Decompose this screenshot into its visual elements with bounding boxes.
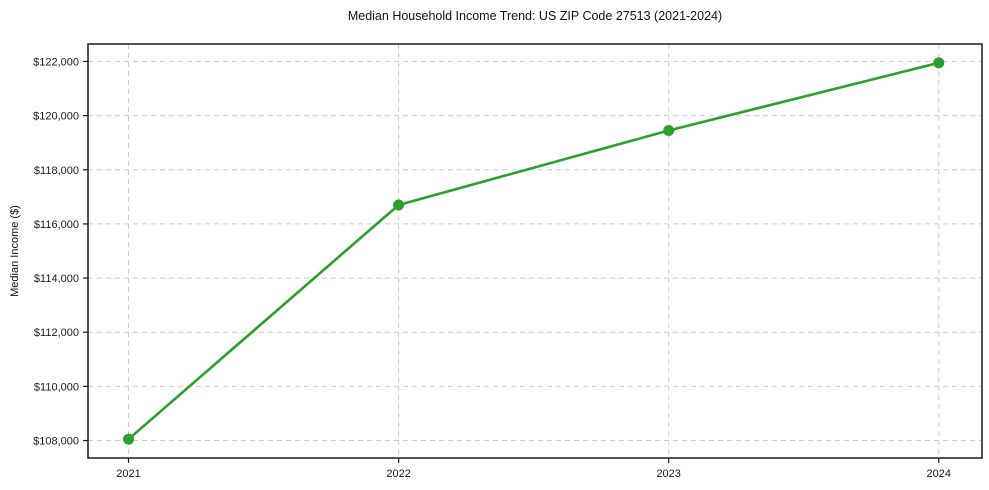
x-tick-label: 2021: [116, 468, 140, 480]
x-tick-label: 2024: [927, 468, 951, 480]
data-point-2022: [393, 199, 405, 211]
y-tick-label: $110,000: [34, 381, 79, 393]
data-point-2024: [933, 57, 945, 69]
y-tick-label: $108,000: [33, 436, 79, 448]
y-tick-label: $112,000: [34, 327, 79, 339]
chart-title: Median Household Income Trend: US ZIP Co…: [347, 9, 723, 23]
trend-line: [127, 61, 941, 441]
y-tick-label: $114,000: [34, 273, 79, 285]
y-tick-label: $118,000: [34, 165, 79, 177]
x-tick-label: 2023: [656, 468, 680, 480]
plot-border: [87, 43, 983, 459]
x-tick-label: 2022: [386, 468, 410, 480]
data-point-2023: [663, 125, 675, 137]
y-tick-label: $122,000: [33, 56, 79, 68]
y-tick-label: $120,000: [33, 111, 79, 123]
y-tick-label: $116,000: [34, 219, 79, 231]
data-point-2021: [123, 433, 135, 445]
